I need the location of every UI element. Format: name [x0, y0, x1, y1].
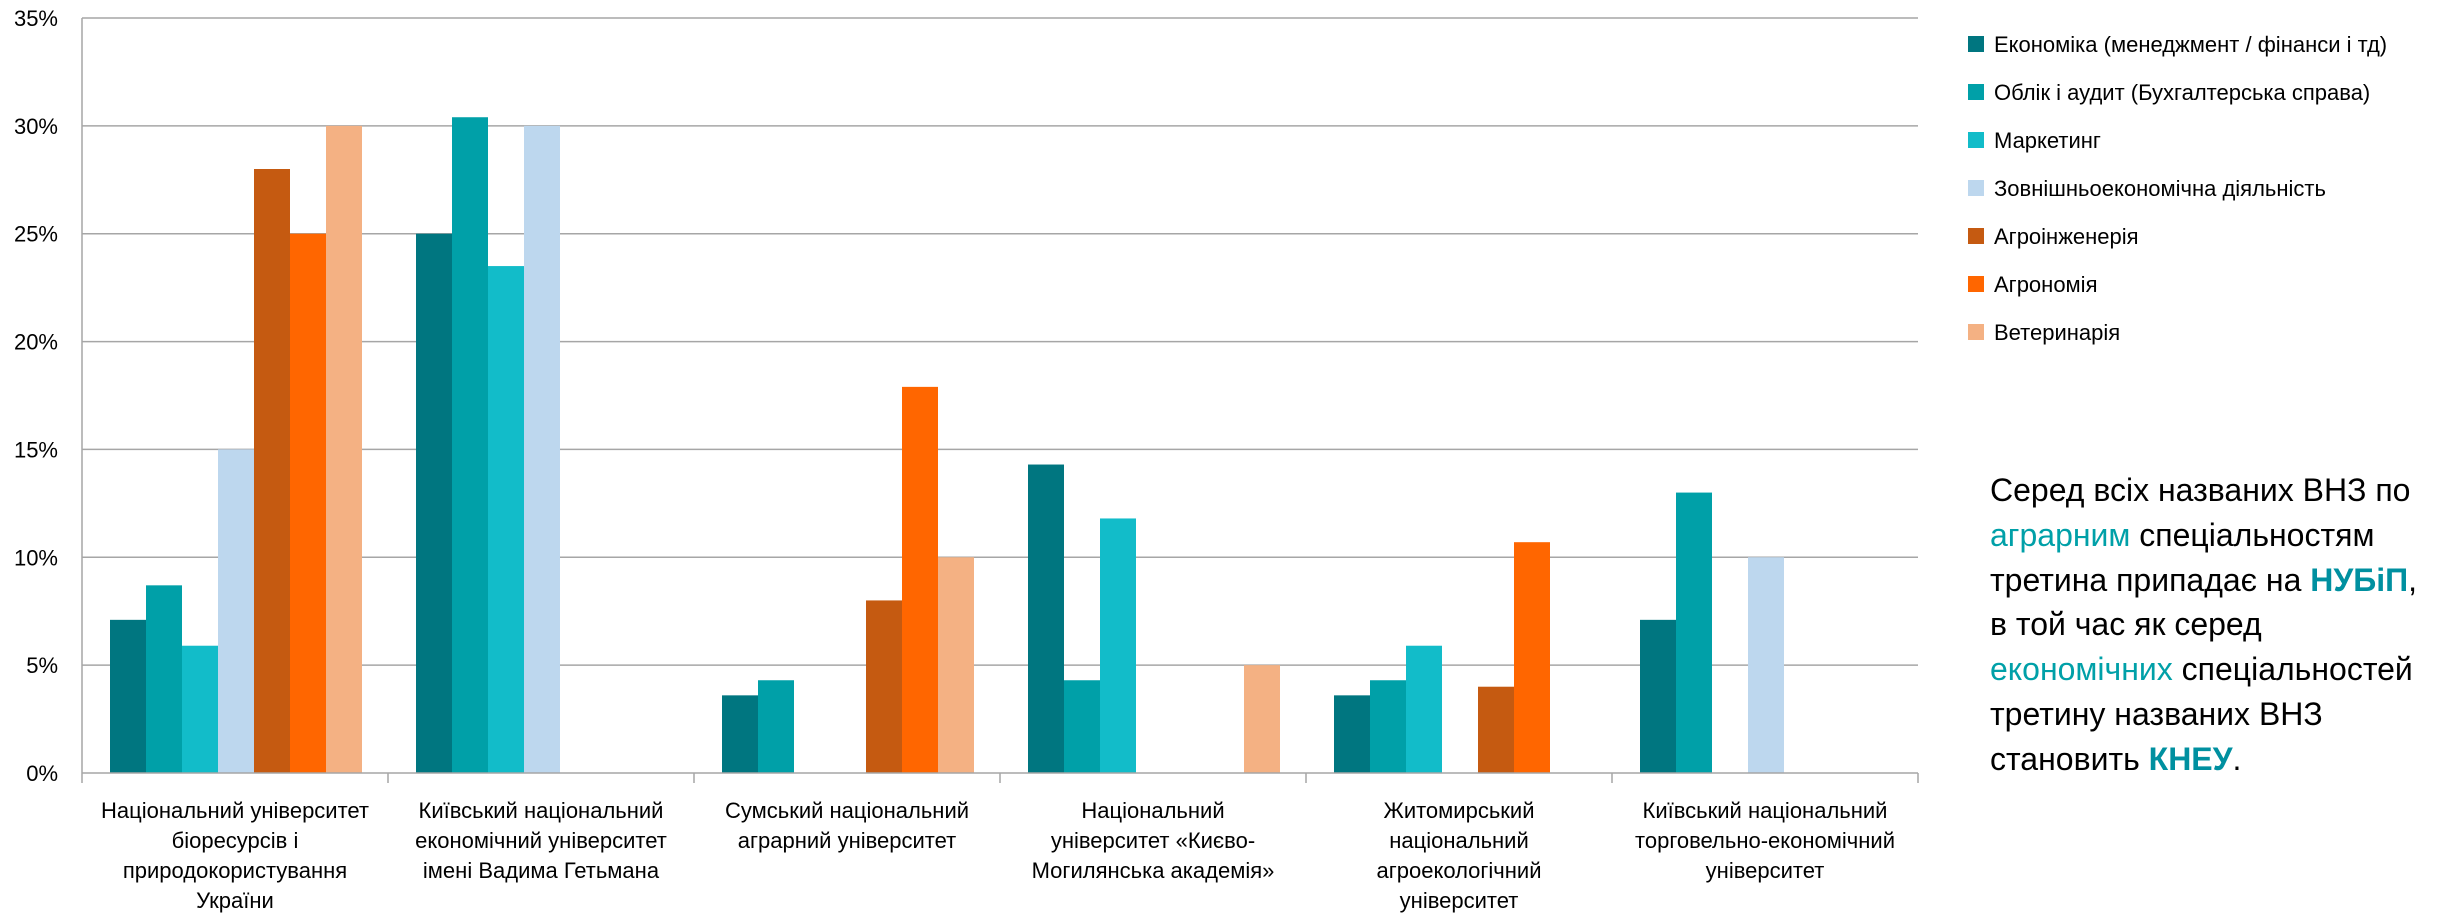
- bar: [1478, 686, 1514, 773]
- note-kneu: КНЕУ: [2148, 740, 2233, 777]
- legend-swatch: [1968, 132, 1984, 148]
- bar: [938, 557, 974, 773]
- note-text-5: .: [2232, 740, 2242, 777]
- bar: [1370, 680, 1406, 773]
- category-label: Національний університет «Києво- Могилянсь…: [1032, 798, 1275, 883]
- note-nubip: НУБіП: [2310, 561, 2409, 598]
- bar: [1640, 619, 1676, 773]
- bar: [1406, 645, 1442, 773]
- y-tick-label: 35%: [14, 6, 58, 31]
- bar: [1514, 542, 1550, 773]
- bar: [416, 233, 452, 773]
- category-label-line: національний: [1389, 828, 1529, 853]
- category-label-line: Київський національний: [1643, 798, 1888, 823]
- bar: [866, 600, 902, 773]
- note-text-3: , в той час як серед: [1990, 561, 2418, 643]
- category-label-line: економічний університет: [415, 828, 667, 853]
- bar: [758, 680, 794, 773]
- y-axis-ticks: 0% 5% 10% 15% 20% 25% 30% 35%: [14, 6, 58, 786]
- category-label-line: імені Вадима Гетьмана: [423, 858, 660, 883]
- bars: [110, 117, 1784, 774]
- bar: [1100, 518, 1136, 773]
- bar: [524, 125, 560, 774]
- bar: [1028, 464, 1064, 773]
- category-label: Київський національний економічний універ…: [415, 798, 667, 883]
- category-label-line: України: [196, 888, 274, 913]
- category-label-line: Київський національний: [419, 798, 664, 823]
- category-label: Національний університет біоресурсів і при…: [101, 798, 369, 913]
- category-label: Сумський національний аграрний університе…: [725, 798, 969, 853]
- category-label-line: природокористування: [123, 858, 347, 883]
- legend-swatch: [1968, 36, 1984, 52]
- legend-label: Ветеринарія: [1994, 320, 2120, 345]
- category-label-line: університет: [1400, 888, 1519, 913]
- legend-swatch: [1968, 84, 1984, 100]
- summary-note: Серед всіх названих ВНЗ по аграрним спец…: [1990, 468, 2440, 782]
- y-tick-label: 25%: [14, 222, 58, 247]
- note-agrarian: аграрним: [1990, 516, 2131, 553]
- bar: [218, 449, 254, 773]
- category-label-line: університет: [1706, 858, 1825, 883]
- category-label-line: університет «Києво-: [1051, 828, 1255, 853]
- legend-label: Агрономія: [1994, 272, 2097, 297]
- legend-swatch: [1968, 228, 1984, 244]
- y-tick-label: 0%: [26, 761, 58, 786]
- category-label: Житомирський національний агроекологічний у…: [1376, 798, 1541, 913]
- bar: [452, 117, 488, 773]
- bar: [722, 695, 758, 773]
- legend-swatch: [1968, 276, 1984, 292]
- bar: [1676, 492, 1712, 773]
- legend-label: Агроінженерія: [1994, 224, 2139, 249]
- note-text-1: Серед всіх названих ВНЗ по: [1990, 472, 2411, 508]
- category-label-line: біоресурсів і: [172, 828, 299, 853]
- legend-label: Маркетинг: [1994, 128, 2101, 153]
- bar: [182, 645, 218, 773]
- category-label-line: Житомирський: [1384, 798, 1535, 823]
- legend-label: Облік і аудит (Бухгалтерська справа): [1994, 80, 2370, 105]
- note-text-2: спеціальностям третина припадає на: [1990, 516, 2375, 598]
- bar: [326, 125, 362, 774]
- bar: [1064, 680, 1100, 773]
- note-economic: економічних: [1990, 651, 2173, 688]
- bar: [146, 585, 182, 773]
- bar: [1244, 665, 1280, 773]
- legend-swatch: [1968, 180, 1984, 196]
- bar: [1748, 557, 1784, 773]
- legend: Економіка (менеджмент / фінанси і тд) Обл…: [1968, 32, 2387, 345]
- bar: [290, 233, 326, 773]
- bar: [488, 266, 524, 773]
- legend-label: Зовнішньоекономічна діяльність: [1994, 176, 2326, 201]
- y-tick-label: 10%: [14, 545, 58, 570]
- category-label-line: Національний університет: [101, 798, 369, 823]
- legend-swatch: [1968, 324, 1984, 340]
- x-axis: [81, 18, 1919, 783]
- y-tick-label: 15%: [14, 437, 58, 462]
- bar: [902, 386, 938, 773]
- category-label-line: Могилянська академія»: [1032, 858, 1275, 883]
- bar: [254, 169, 290, 773]
- note-text-4: спеціальностей третину названих ВНЗ стан…: [1990, 651, 2413, 777]
- y-tick-label: 5%: [26, 653, 58, 678]
- legend-label: Економіка (менеджмент / фінанси і тд): [1994, 32, 2387, 57]
- category-label-line: Сумський національний: [725, 798, 969, 823]
- category-label-line: торговельно-економічний: [1635, 828, 1895, 853]
- category-labels: Національний університет біоресурсів і при…: [101, 798, 1895, 913]
- category-label-line: Національний: [1081, 798, 1224, 823]
- category-label: Київський національний торговельно-економ…: [1635, 798, 1895, 883]
- bar: [110, 619, 146, 773]
- y-tick-label: 30%: [14, 114, 58, 139]
- category-label-line: агроекологічний: [1376, 858, 1541, 883]
- grid-lines: [82, 17, 1918, 666]
- category-label-line: аграрний університет: [738, 828, 956, 853]
- bar: [1334, 695, 1370, 773]
- y-tick-label: 20%: [14, 330, 58, 355]
